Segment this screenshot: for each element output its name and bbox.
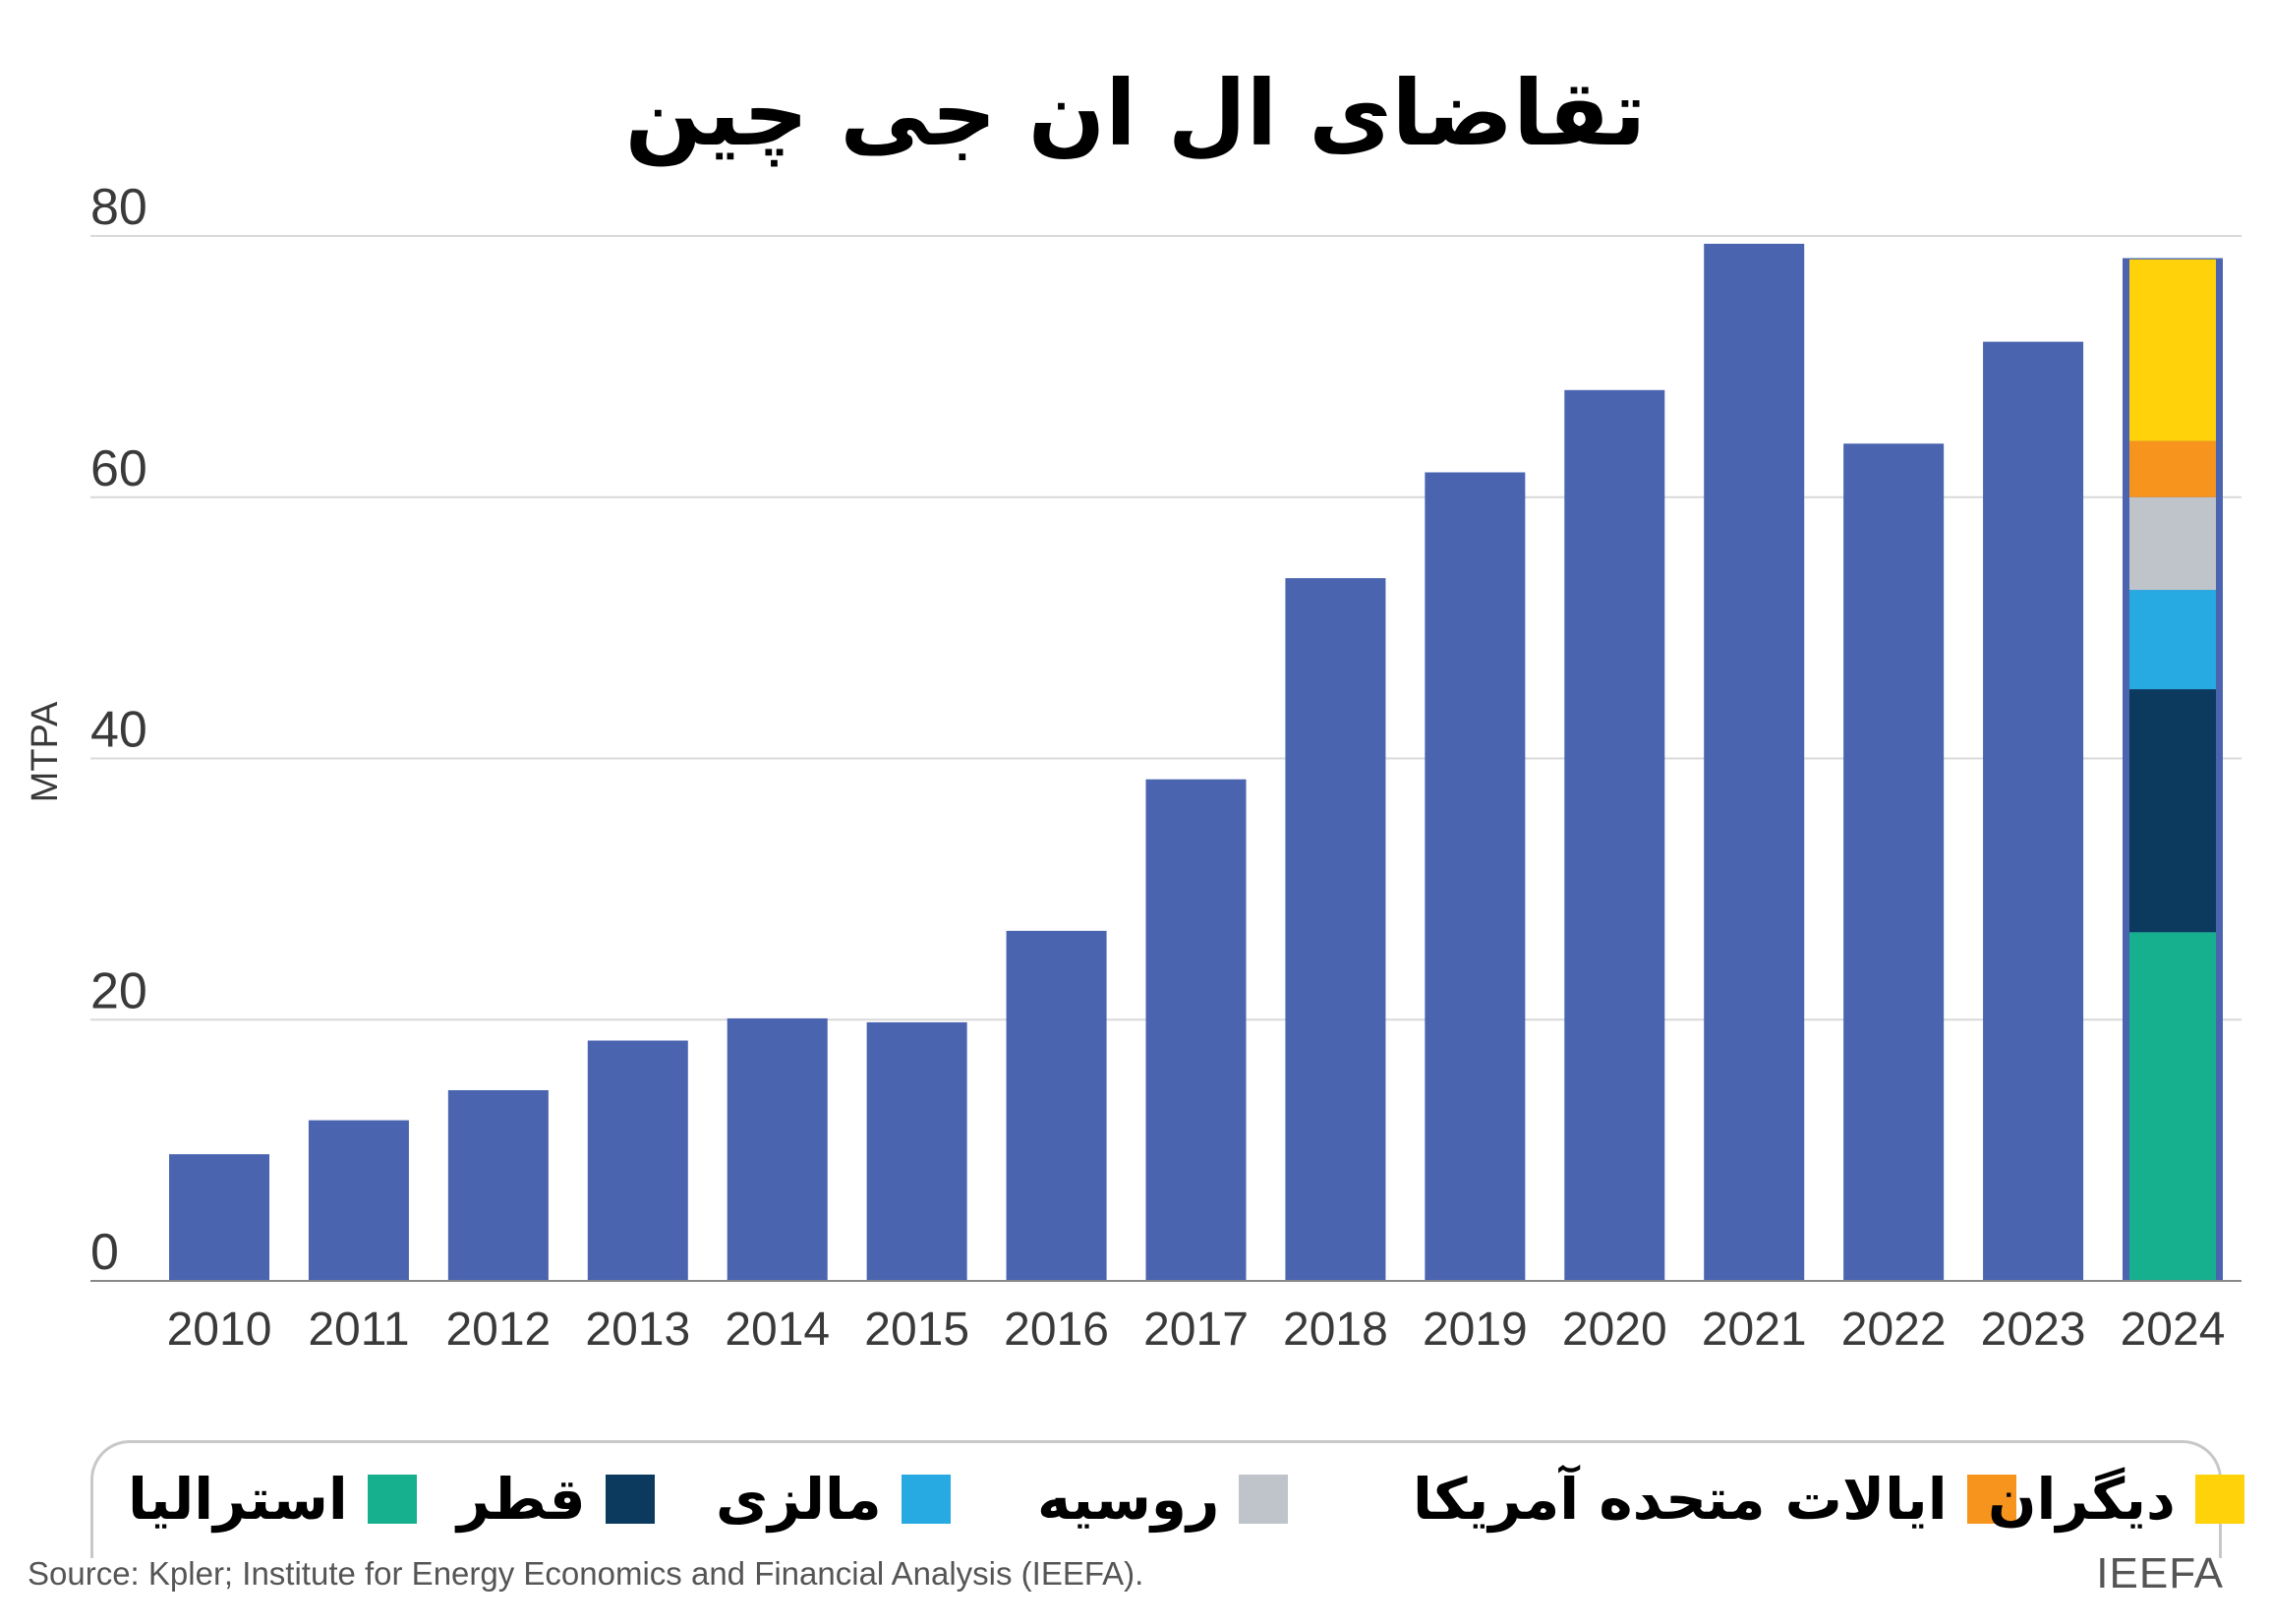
legend-item-others: دیگران: [1988, 1465, 2244, 1534]
x-tick-label-2017: 2017: [1143, 1304, 1249, 1356]
x-tick-label-2024: 2024: [2121, 1304, 2226, 1356]
legend-item-malaysia: مالزی: [716, 1465, 951, 1534]
legend-swatch-qatar: [605, 1475, 655, 1524]
y-tick-label: 40: [90, 702, 147, 759]
stack-segment-0: [2129, 932, 2216, 1281]
legend-label-australia: استرالیا: [128, 1466, 348, 1533]
legend-swatch-malaysia: [901, 1475, 951, 1524]
bar-2019: [1425, 472, 1526, 1281]
bar-2011: [308, 1120, 409, 1281]
x-tick-label-2022: 2022: [1841, 1304, 1947, 1356]
chart-title: تقاضای ال ان جی چین: [624, 61, 1647, 166]
legend-label-russia: روسیه: [1037, 1466, 1220, 1533]
stack-segment-5: [2129, 259, 2216, 441]
bar-2016: [1006, 930, 1107, 1281]
legend-item-australia: استرالیا: [128, 1465, 417, 1534]
x-tick-label-2010: 2010: [167, 1304, 272, 1356]
legend-item-qatar: قطر: [457, 1465, 655, 1534]
x-tick-label-2016: 2016: [1004, 1304, 1109, 1356]
x-tick-label-2011: 2011: [308, 1304, 409, 1356]
legend-frame: [90, 1440, 2222, 1558]
bars: [169, 243, 2223, 1282]
legend-swatch-usa: [1966, 1475, 2016, 1524]
x-tick-label-2013: 2013: [585, 1304, 690, 1356]
y-tick-label: 60: [90, 440, 147, 497]
x-tick-label-2012: 2012: [445, 1304, 551, 1356]
bar-2020: [1564, 389, 1665, 1282]
brand-label: IEEFA: [2096, 1549, 2224, 1597]
y-axis-ticks: 0 20 40 60 80: [90, 179, 147, 1281]
legend-item-usa: ایالات متحده آمریکا: [1413, 1465, 2016, 1534]
legend-swatch-australia: [367, 1475, 417, 1524]
x-tick-label-2014: 2014: [725, 1304, 830, 1356]
x-tick-label-2021: 2021: [1702, 1304, 1807, 1356]
x-tick-label-2019: 2019: [1423, 1304, 1528, 1356]
y-tick-label: 0: [90, 1224, 119, 1281]
x-tick-label-2023: 2023: [1981, 1304, 2086, 1356]
legend-label-qatar: قطر: [457, 1466, 586, 1533]
legend-swatch-russia: [1239, 1475, 1289, 1524]
x-tick-label-2018: 2018: [1283, 1304, 1388, 1356]
bar-2023: [1983, 341, 2084, 1281]
y-tick-label: 80: [90, 179, 147, 236]
x-axis-ticks: 2010 2011 2012 2013 2014 2015 2016 2017 2018 2019…: [167, 1304, 2226, 1356]
stack-segment-4: [2129, 440, 2216, 497]
bar-2017: [1145, 779, 1247, 1281]
bar-2018: [1285, 578, 1386, 1281]
bar-2015: [866, 1021, 967, 1281]
source-note: Source: Kpler; Institute for Energy Econ…: [28, 1555, 1144, 1592]
bar-2014: [727, 1017, 828, 1281]
stack-segment-2: [2129, 590, 2216, 690]
legend-label-usa: ایالات متحده آمریکا: [1413, 1466, 1948, 1533]
y-axis-label: MTPA: [25, 701, 66, 802]
bar-2012: [447, 1090, 549, 1281]
bar-2021: [1704, 243, 1805, 1281]
x-tick-label-2020: 2020: [1562, 1304, 1667, 1356]
legend-label-malaysia: مالزی: [716, 1466, 882, 1533]
legend-swatch-others: [2194, 1475, 2244, 1524]
legend-item-russia: روسیه: [1037, 1465, 1289, 1534]
legend-label-others: دیگران: [1988, 1466, 2176, 1533]
stack-segment-1: [2129, 689, 2216, 933]
bar-2013: [587, 1040, 688, 1281]
y-tick-label: 20: [90, 962, 147, 1019]
bar-2022: [1843, 443, 1945, 1281]
x-tick-label-2015: 2015: [864, 1304, 969, 1356]
bar-2010: [169, 1154, 269, 1281]
stack-segment-3: [2129, 496, 2216, 591]
